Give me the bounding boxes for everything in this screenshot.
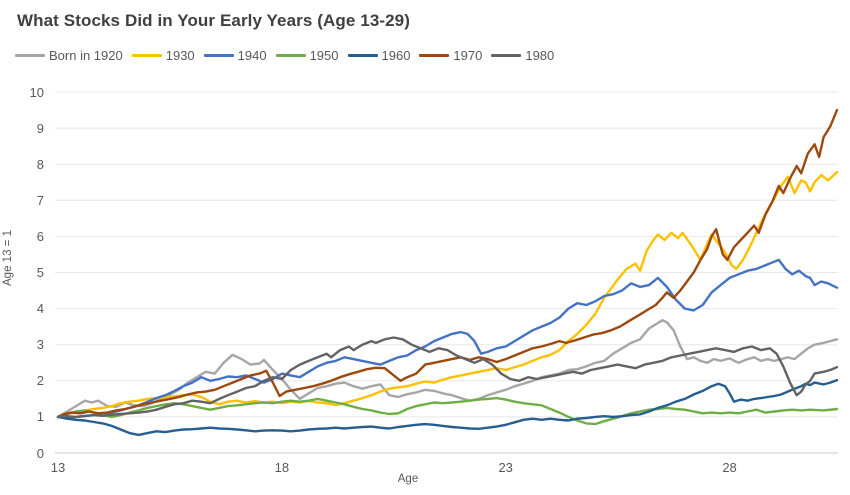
x-tick-label-13: 13 [50,460,66,475]
legend-line-swatch-1930 [131,54,162,57]
legend-label-1940: 1940 [237,48,267,63]
series-line-1970 [56,108,839,419]
legend-line-swatch-1960 [347,54,378,57]
legend-line-swatch-1980 [491,54,522,57]
legend-label-born-in-1920: Born in 1920 [49,48,123,63]
legend-label-1970: 1970 [453,48,483,63]
legend-line-swatch-1950 [275,54,306,57]
legend-line-swatch-born-in-1920 [15,54,45,57]
legend-label-1980: 1980 [525,48,555,63]
legend-item-1970: 1970 [419,48,482,63]
y-tick-label-10: 10 [29,84,44,100]
series-line-1980 [56,336,839,419]
x-tick-label-28: 28 [722,460,737,475]
chart-title: What Stocks Did in Your Early Years (Age… [17,11,411,30]
legend-item-1960: 1960 [347,48,411,63]
series-line-1940 [56,258,839,420]
series-line-1960 [56,378,839,437]
x-tick-label-23: 23 [498,460,513,475]
legend-line-swatch-1970 [419,54,450,57]
legend-item-1930: 1930 [131,48,195,63]
y-tick-label-8: 8 [36,156,44,172]
y-tick-label-0: 0 [36,445,44,461]
legend-item-1940: 1940 [203,48,267,63]
legend-item-born-in-1920: Born in 1920 [15,48,123,63]
legend-label-1950: 1950 [309,48,339,63]
legend-item-1950: 1950 [275,48,339,63]
y-tick-label-5: 5 [36,265,44,280]
legend-item-1980: 1980 [491,48,554,63]
y-axis-title: Age 13 = 1 [2,230,14,286]
series-line-1930 [56,170,839,419]
x-axis-title: Age [397,473,419,485]
legend-line-swatch-1940 [203,54,234,57]
legend-label-1960: 1960 [381,48,411,63]
y-tick-label-3: 3 [36,337,44,353]
y-tick-label-6: 6 [36,228,44,244]
chart-legend: Born in 1920 1930 1940 1950 1960 1970 1980 [15,48,563,63]
series-line-1950 [56,396,839,426]
y-tick-label-7: 7 [36,192,44,208]
y-tick-label-4: 4 [36,301,44,317]
legend-label-1930: 1930 [165,48,195,63]
y-tick-label-9: 9 [36,120,44,136]
y-tick-label-1: 1 [36,409,44,425]
y-tick-label-2: 2 [36,373,44,389]
x-tick-label-18: 18 [274,460,290,475]
series-line-born-in-1920 [56,319,839,419]
